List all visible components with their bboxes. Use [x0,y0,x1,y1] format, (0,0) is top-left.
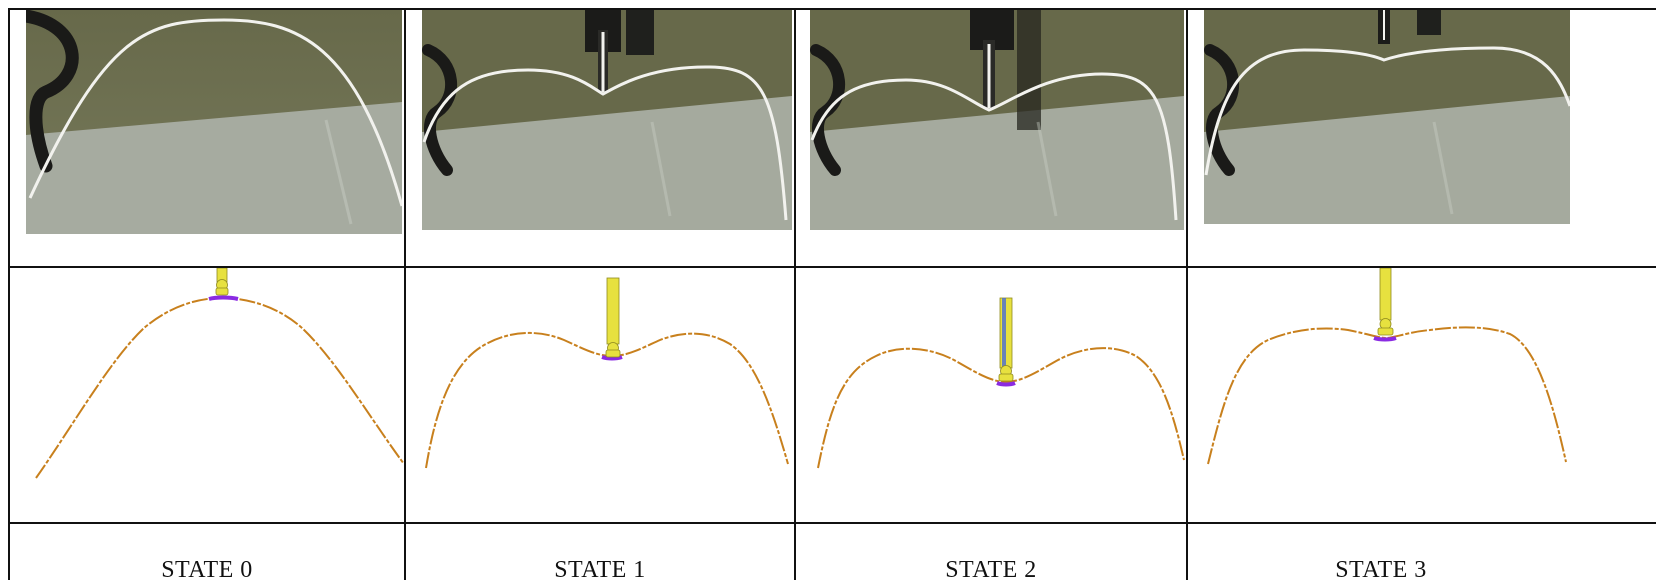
simulation-state-2-graphic [817,297,1185,469]
simulation-state-1 [406,268,794,522]
photo-state-0 [26,10,402,234]
state-label-0: STATE 0 [161,556,253,583]
simulation-state-2 [796,268,1186,522]
photo-state-2-image [810,10,1184,230]
simulation-state-0-graphic [35,268,404,479]
grid-border-top [8,8,1656,10]
grid-divider-3 [1186,8,1188,580]
state-label-2: STATE 2 [945,556,1037,583]
state-label-1: STATE 1 [554,556,646,583]
photo-state-1-image [422,10,792,230]
grid-border-left [8,8,10,580]
simulation-state-3-graphic [1207,268,1567,465]
figure: STATE 0 STATE 1 STATE 2 STATE 3 [8,8,1656,583]
grid-row-divider-2 [8,522,1656,524]
simulation-state-1-graphic [425,277,789,469]
grid-divider-1 [404,8,406,580]
photo-state-0-image [26,10,402,234]
grid-divider-2 [794,8,796,580]
simulation-state-3 [1188,268,1574,522]
simulation-state-0 [10,268,404,522]
photo-state-2 [810,10,1184,230]
photo-state-3 [1204,10,1570,224]
photo-state-1 [422,10,792,230]
grid-row-divider-1 [8,266,1656,268]
photo-state-3-image [1204,10,1570,224]
state-label-3: STATE 3 [1335,556,1427,583]
